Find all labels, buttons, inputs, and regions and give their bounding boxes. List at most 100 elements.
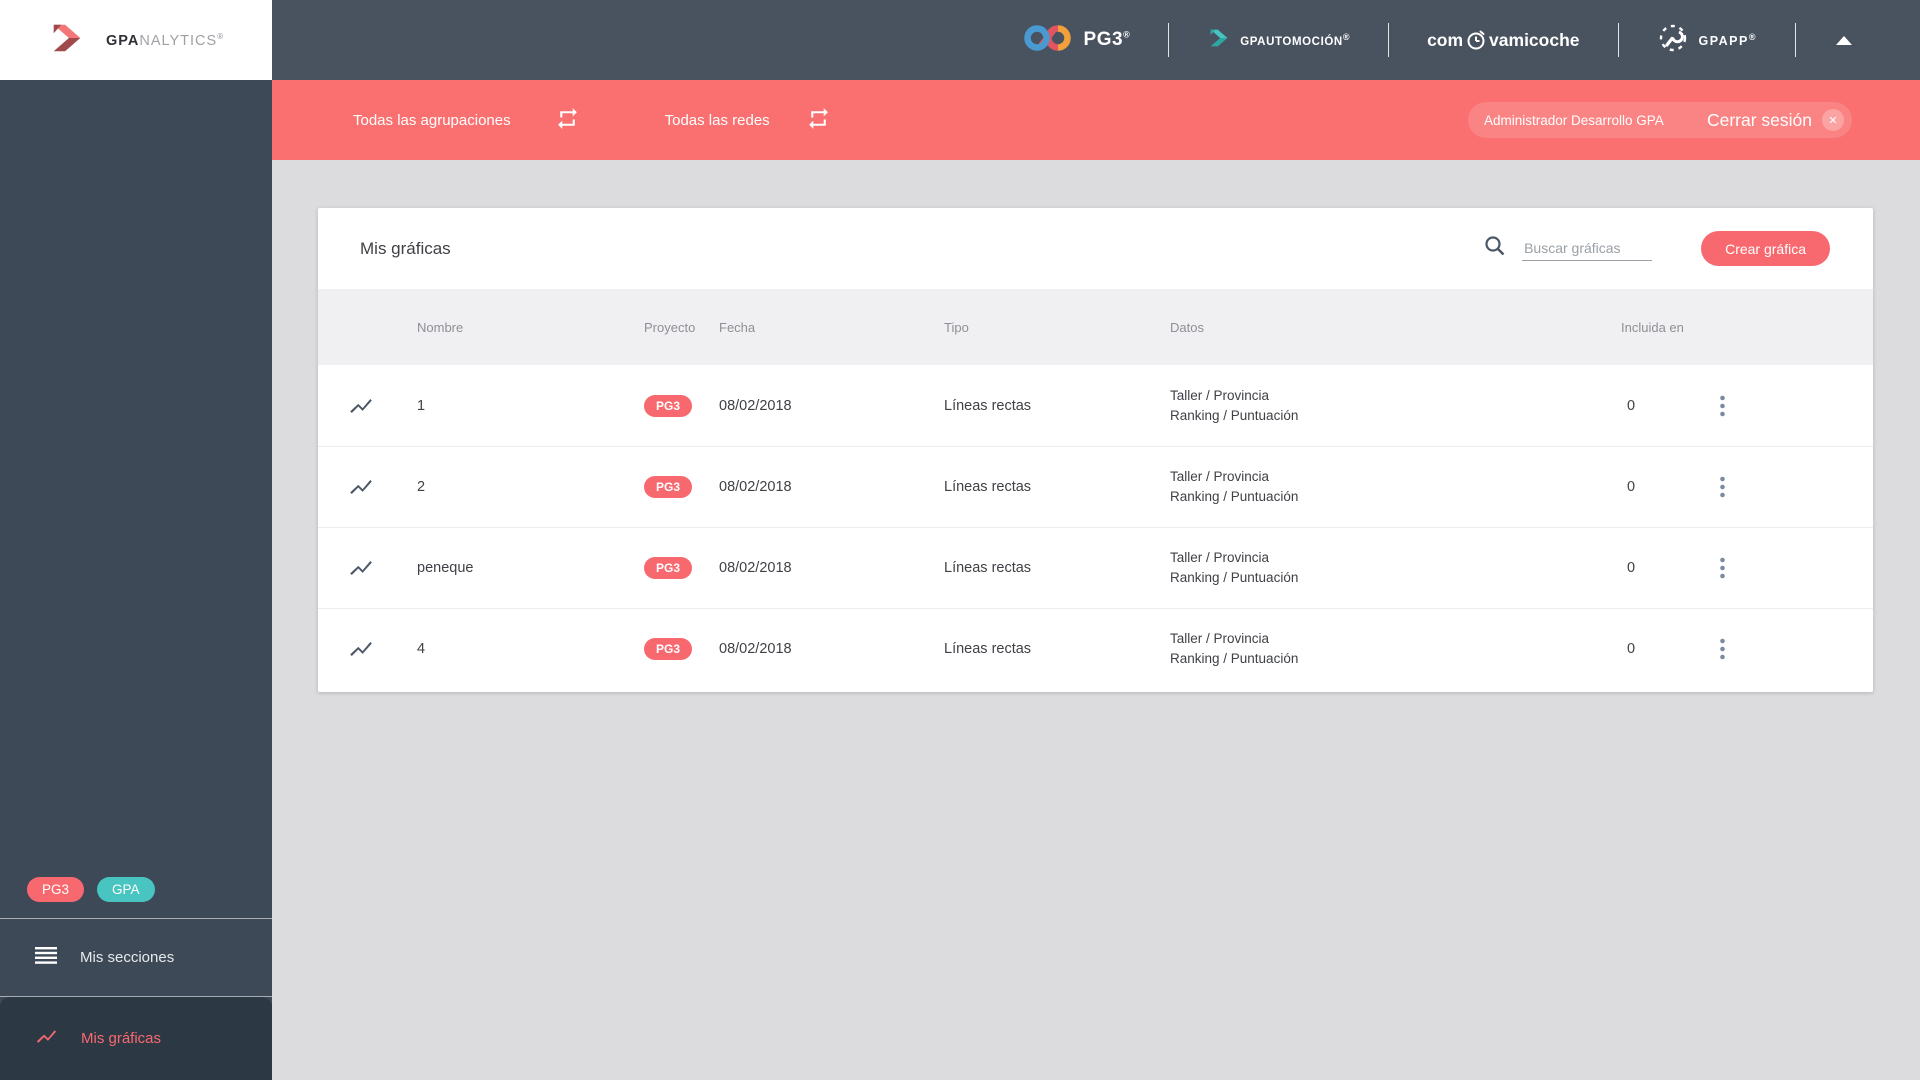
row-name: 4 [417, 641, 426, 657]
x-circle-icon[interactable]: ✕ [1822, 109, 1844, 131]
badge-gpa[interactable]: GPA [97, 876, 155, 902]
row-menu-dots-icon[interactable] [1719, 556, 1726, 580]
table-header: Nombre Proyecto Fecha Tipo Datos Incluid… [318, 289, 1873, 365]
sidebar-item-label: Mis gráficas [81, 1030, 162, 1047]
row-included-count: 0 [1627, 560, 1636, 576]
create-graph-button[interactable]: Crear gráfica [1701, 231, 1830, 266]
row-datos-line2: Ranking / Puntuación [1170, 489, 1299, 504]
row-type: Líneas rectas [944, 479, 1032, 495]
gpapp-reg: ® [1748, 31, 1757, 42]
topbar-divider [1388, 23, 1390, 57]
project-badge: PG3 [644, 557, 693, 579]
pg3-label: PG3 [1083, 29, 1124, 50]
row-project: PG3 [644, 476, 719, 498]
row-name: peneque [417, 560, 474, 576]
table-row[interactable]: 4 PG3 08/02/2018 Líneas rectas Taller / … [318, 608, 1873, 689]
search-group: Crear gráfica [1483, 231, 1830, 266]
sidebar-divider [0, 996, 272, 997]
row-date: 08/02/2018 [719, 479, 792, 495]
brand-gpautomocion[interactable]: GPAUTOMOCIÓN® [1207, 26, 1350, 55]
column-header-proyecto: Proyecto [644, 319, 696, 335]
column-header-fecha: Fecha [719, 319, 756, 335]
logobox-gpa: GPA [106, 32, 140, 49]
row-datos: Taller / Provincia Ranking / Puntuación [1170, 629, 1621, 668]
sidebar-item-mis-graficas[interactable]: Mis gráficas [0, 997, 272, 1080]
filter-bar: Todas las agrupaciones Todas las redes A… [272, 80, 1920, 160]
agrupaciones-label: Todas las agrupaciones [353, 111, 511, 129]
row-datos-line1: Taller / Provincia [1170, 469, 1270, 485]
brand-pg3[interactable]: PG3® [1023, 23, 1131, 58]
infinity-icon [1023, 23, 1072, 58]
table-row[interactable]: peneque PG3 08/02/2018 Líneas rectas Tal… [318, 527, 1873, 608]
row-included-count: 0 [1627, 397, 1636, 414]
graphs-card: Mis gráficas Crear gráfica Nombre Proyec… [318, 208, 1873, 692]
row-datos-line1: Taller / Provincia [1170, 550, 1270, 566]
brand-comprovamicoche[interactable]: com vamicoche [1427, 26, 1579, 55]
swap-redes-icon[interactable] [806, 106, 831, 135]
row-datos-line1: Taller / Provincia [1170, 631, 1270, 647]
redes-label: Todas las redes [664, 111, 770, 129]
table-row[interactable]: 2 PG3 08/02/2018 Líneas rectas Taller / … [318, 446, 1873, 527]
row-datos-line2: Ranking / Puntuación [1170, 407, 1299, 423]
logout-button[interactable]: Cerrar sesión [1706, 109, 1812, 130]
project-badge: PG3 [644, 394, 693, 417]
row-type: Líneas rectas [944, 397, 1032, 414]
main-content: Mis gráficas Crear gráfica Nombre Proyec… [272, 160, 1920, 1080]
search-icon[interactable] [1483, 234, 1507, 263]
row-datos-line2: Ranking / Puntuación [1170, 651, 1299, 666]
topbar-divider [1168, 23, 1170, 57]
row-type: Líneas rectas [944, 641, 1032, 657]
badge-pg3[interactable]: PG3 [27, 876, 85, 902]
wrench-circle-icon [1657, 22, 1689, 59]
row-included-count: 0 [1627, 641, 1636, 657]
sidebar-badges: PG3 GPA [0, 860, 272, 918]
column-header-datos: Datos [1170, 319, 1204, 335]
automocion-reg: ® [1342, 32, 1351, 43]
sidebar: PG3 GPA Mis secciones Mis gráfica [0, 80, 272, 1080]
admin-name: Administrador Desarrollo GPA [1484, 112, 1664, 128]
chart-line-icon [318, 393, 417, 419]
table-row[interactable]: 1 PG3 08/02/2018 Líneas rectas Taller / … [318, 365, 1873, 446]
row-datos-line2: Ranking / Puntuación [1170, 570, 1299, 585]
list-icon [35, 947, 57, 968]
logobox-reg: ® [217, 31, 225, 41]
row-project: PG3 [644, 557, 719, 579]
chart-line-icon [318, 636, 417, 662]
stopwatch-icon [1465, 28, 1487, 57]
column-header-incluida: Incluida en [1621, 319, 1684, 335]
logobox-nalytics: NALYTICS [139, 32, 218, 49]
project-badge: PG3 [644, 476, 693, 498]
chart-line-icon [318, 474, 417, 500]
swap-agrupaciones-icon[interactable] [555, 106, 580, 135]
topbar-divider [1795, 23, 1796, 57]
row-name: 2 [417, 479, 426, 495]
row-datos: Taller / Provincia Ranking / Puntuación [1170, 467, 1621, 506]
row-name: 1 [417, 397, 426, 414]
row-datos: Taller / Provincia Ranking / Puntuación [1170, 548, 1621, 587]
row-menu-dots-icon[interactable] [1719, 637, 1726, 661]
row-datos-line1: Taller / Provincia [1170, 387, 1270, 403]
automocion-label: GPAUTOMOCIÓN [1240, 35, 1343, 48]
teal-arrow-icon [1207, 26, 1231, 55]
project-badge: PG3 [644, 638, 693, 660]
brand-gpapp[interactable]: GPAPP® [1657, 22, 1757, 59]
row-menu-dots-icon[interactable] [1719, 394, 1726, 418]
row-project: PG3 [644, 638, 719, 660]
row-datos: Taller / Provincia Ranking / Puntuación [1170, 386, 1621, 425]
gpanalytics-logo[interactable]: GPANALYTICS® [0, 0, 272, 80]
card-header: Mis gráficas Crear gráfica [318, 208, 1873, 289]
topbar-divider [1617, 23, 1619, 57]
row-date: 08/02/2018 [719, 560, 792, 576]
gpapp-label: GPAPP [1698, 34, 1749, 49]
sidebar-item-mis-secciones[interactable]: Mis secciones [0, 919, 272, 996]
search-input[interactable] [1522, 236, 1653, 261]
row-menu-dots-icon[interactable] [1719, 475, 1726, 499]
chart-line-icon [35, 1025, 58, 1052]
row-date: 08/02/2018 [719, 397, 792, 414]
sidebar-item-label: Mis secciones [80, 949, 175, 966]
table-body: 1 PG3 08/02/2018 Líneas rectas Taller / … [318, 365, 1873, 689]
collapse-up-arrow-icon[interactable] [1836, 35, 1852, 45]
row-type: Líneas rectas [944, 560, 1032, 576]
chart-line-icon [318, 555, 417, 581]
sidebar-divider [0, 918, 272, 919]
